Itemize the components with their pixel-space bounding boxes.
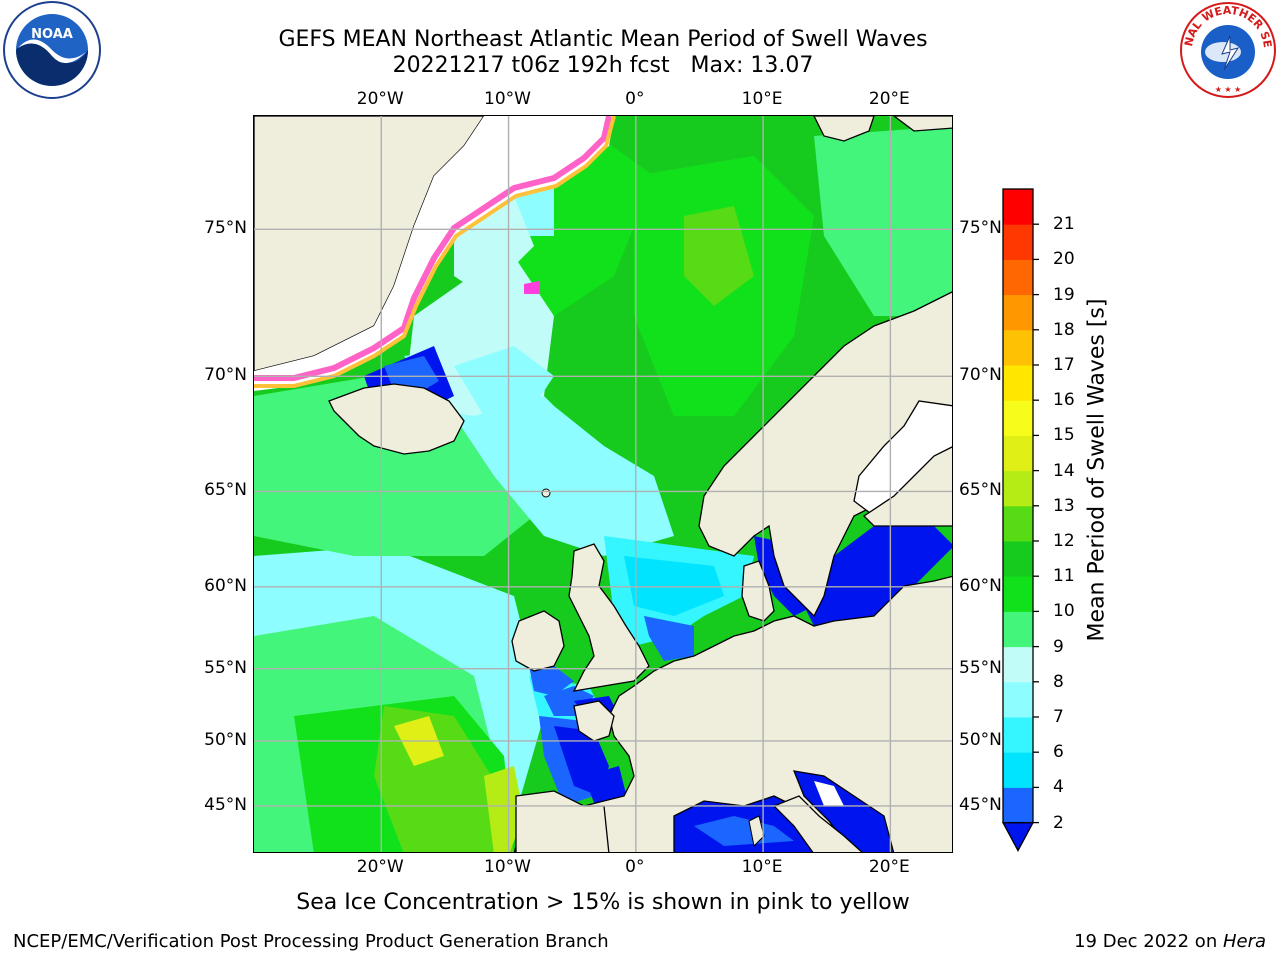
- lat-tick-label-left: 45°N: [204, 794, 247, 815]
- land-ireland: [511, 610, 565, 672]
- colorbar-swatch: [1003, 294, 1033, 331]
- colorbar-level-label: 14: [1053, 460, 1075, 481]
- colorbar-level-label: 10: [1053, 601, 1075, 622]
- colorbar-swatch: [1003, 787, 1033, 824]
- colorbar-under-extension: [1001, 821, 1035, 852]
- colorbar-title: Mean Period of Swell Waves [s]: [1084, 298, 1110, 642]
- svg-text:★ ★ ★: ★ ★ ★: [1215, 85, 1242, 94]
- lon-tick-label-top: 10°W: [484, 89, 532, 109]
- sea-ice-edge: [254, 116, 612, 381]
- lat-tick-label-left: 75°N: [204, 218, 247, 239]
- land-iceland: [328, 383, 465, 455]
- lat-tick-label-left: 55°N: [204, 657, 247, 678]
- colorbar: [1001, 188, 1039, 852]
- lat-tick-label-right: 50°N: [959, 729, 1002, 750]
- nws-logo: NATIONAL WEATHER SERVICE ★ ★ ★: [1178, 0, 1276, 98]
- land-denmark: [741, 560, 775, 622]
- lon-tick-label-bottom: 20°W: [356, 857, 404, 877]
- colorbar-level-label: 7: [1053, 707, 1064, 727]
- footer-date-text: 19 Dec 2022 on: [1074, 931, 1223, 952]
- footer-credit: NCEP/EMC/Verification Post Processing Pr…: [13, 931, 609, 952]
- lon-tick-label-bottom: 10°W: [484, 857, 532, 877]
- colorbar-swatch: [1003, 541, 1033, 577]
- lat-tick-label-left: 60°N: [204, 575, 247, 596]
- chart-subtitle: 20221217 t06z 192h fcst Max: 13.07: [392, 53, 814, 78]
- colorbar-swatch: [1003, 752, 1033, 788]
- lat-tick-label-right: 70°N: [959, 365, 1002, 386]
- colorbar-swatch: [1003, 259, 1033, 296]
- lat-tick-label-right: 65°N: [959, 480, 1002, 501]
- colorbar-swatch: [1003, 717, 1033, 753]
- colorbar-swatch: [1003, 329, 1033, 366]
- colorbar-swatch: [1003, 646, 1033, 683]
- colorbar-level-label: 8: [1053, 671, 1064, 692]
- lon-tick-label-bottom: 10°E: [741, 857, 783, 877]
- footer-host: Hera: [1222, 931, 1266, 952]
- colorbar-level-label: 12: [1053, 531, 1075, 551]
- lat-tick-label-left: 50°N: [204, 729, 247, 750]
- colorbar-level-label: 11: [1053, 566, 1075, 587]
- footer-date: 19 Dec 2022 on Hera: [1074, 931, 1266, 952]
- colorbar-swatch: [1003, 681, 1033, 718]
- lat-tick-label-left: 65°N: [204, 480, 247, 501]
- colorbar-swatch: [1003, 435, 1033, 472]
- chart-title: GEFS MEAN Northeast Atlantic Mean Period…: [278, 27, 928, 52]
- lon-tick-label-top: 20°E: [868, 89, 910, 109]
- colorbar-level-label: 18: [1053, 319, 1075, 340]
- colorbar-level-label: 21: [1053, 214, 1075, 235]
- map-graticule: [254, 116, 952, 852]
- lat-tick-label-right: 45°N: [959, 794, 1002, 815]
- lat-tick-label-right: 75°N: [959, 218, 1002, 239]
- lon-tick-label-top: 20°W: [356, 89, 404, 109]
- noaa-logo: NOAA: [3, 1, 101, 99]
- colorbar-level-label: 4: [1053, 777, 1064, 798]
- colorbar-level-label: 13: [1053, 495, 1075, 516]
- land-great-britain: [568, 543, 650, 692]
- land-svalbard: [813, 116, 875, 142]
- lat-tick-label-left: 70°N: [204, 365, 247, 386]
- lon-tick-label-bottom: 0°: [625, 857, 645, 877]
- colorbar-level-label: 9: [1053, 636, 1064, 657]
- colorbar-swatch: [1003, 611, 1033, 648]
- colorbar-level-label: 20: [1053, 249, 1075, 270]
- colorbar-level-label: 2: [1053, 812, 1064, 833]
- colorbar-swatch: [1003, 576, 1033, 612]
- colorbar-level-label: 15: [1053, 425, 1075, 446]
- lat-tick-label-right: 60°N: [959, 575, 1002, 596]
- lon-tick-label-bottom: 20°E: [868, 857, 910, 877]
- colorbar-swatch: [1003, 365, 1033, 401]
- colorbar-swatch: [1003, 224, 1033, 260]
- colorbar-level-label: 6: [1053, 742, 1064, 763]
- colorbar-level-label: 19: [1053, 284, 1075, 305]
- colorbar-swatch: [1003, 505, 1033, 542]
- map-caption: Sea Ice Concentration > 15% is shown in …: [296, 890, 910, 915]
- map-canvas: [254, 116, 952, 852]
- colorbar-swatch: [1003, 189, 1033, 225]
- lat-tick-label-right: 55°N: [959, 657, 1002, 678]
- colorbar-level-label: 16: [1053, 390, 1075, 411]
- map-panel: [253, 115, 953, 853]
- noaa-logo-text: NOAA: [31, 27, 73, 42]
- colorbar-swatch: [1003, 400, 1033, 436]
- swell-period-field: [254, 126, 952, 852]
- lon-tick-label-top: 0°: [625, 89, 645, 109]
- colorbar-swatch: [1003, 470, 1033, 507]
- colorbar-level-label: 17: [1053, 355, 1075, 375]
- sea-ice-edge-outer: [254, 116, 616, 388]
- lon-tick-label-top: 10°E: [741, 89, 783, 109]
